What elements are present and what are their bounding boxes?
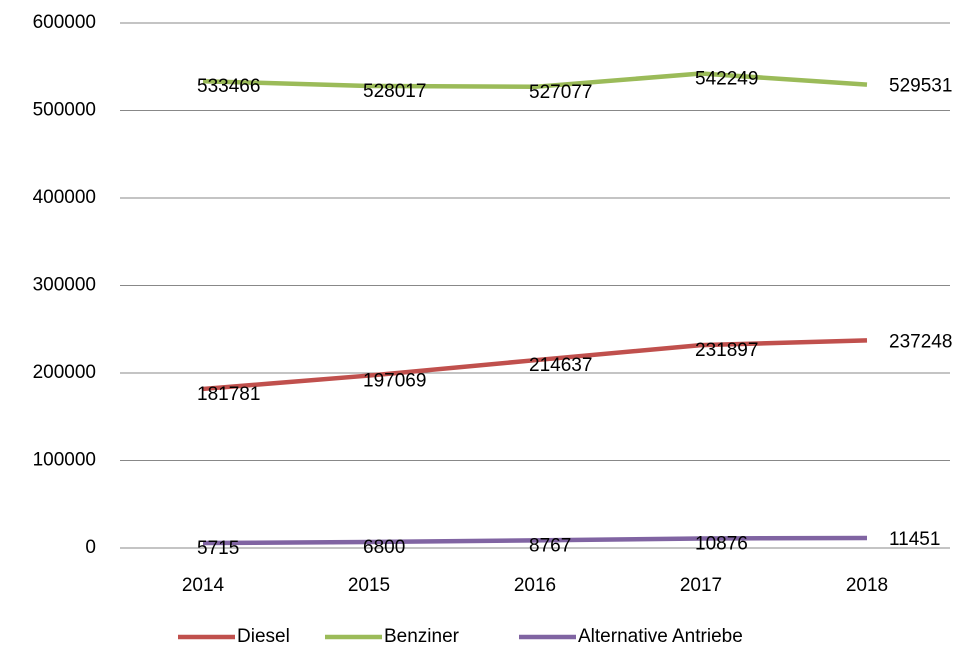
legend-label: Alternative Antriebe: [578, 626, 743, 647]
data-label: 527077: [529, 82, 592, 103]
data-label: 528017: [363, 81, 426, 102]
data-label: 8767: [529, 535, 571, 556]
y-tick-label: 500000: [33, 100, 96, 121]
data-label: 231897: [695, 340, 758, 361]
line: [202, 338, 868, 392]
x-tick-label: 2017: [680, 575, 722, 596]
x-tick-label: 2016: [514, 575, 556, 596]
y-tick-label: 300000: [33, 275, 96, 296]
y-tick-label: 200000: [33, 362, 96, 383]
data-label: 5715: [197, 538, 239, 559]
data-label: 11451: [889, 529, 940, 550]
data-label: 197069: [363, 371, 426, 392]
data-label: 542249: [695, 69, 758, 90]
y-tick-label: 400000: [33, 187, 96, 208]
data-label: 6800: [363, 537, 405, 558]
data-label: 237248: [889, 331, 952, 352]
data-label: 10876: [695, 533, 748, 554]
data-label: 533466: [197, 76, 260, 97]
y-tick-label: 600000: [33, 12, 96, 33]
x-tick-label: 2015: [348, 575, 390, 596]
line: [202, 71, 868, 90]
data-label: 181781: [197, 384, 260, 405]
line: [202, 535, 868, 546]
data-label: 214637: [529, 355, 592, 376]
y-tick-label: 0: [85, 537, 96, 558]
legend-label: Diesel: [237, 626, 290, 647]
data-label: 529531: [889, 76, 952, 97]
x-tick-label: 2014: [182, 575, 225, 596]
y-tick-label: 100000: [33, 450, 96, 471]
x-tick-label: 2018: [846, 575, 888, 596]
legend-label: Benziner: [384, 626, 460, 647]
